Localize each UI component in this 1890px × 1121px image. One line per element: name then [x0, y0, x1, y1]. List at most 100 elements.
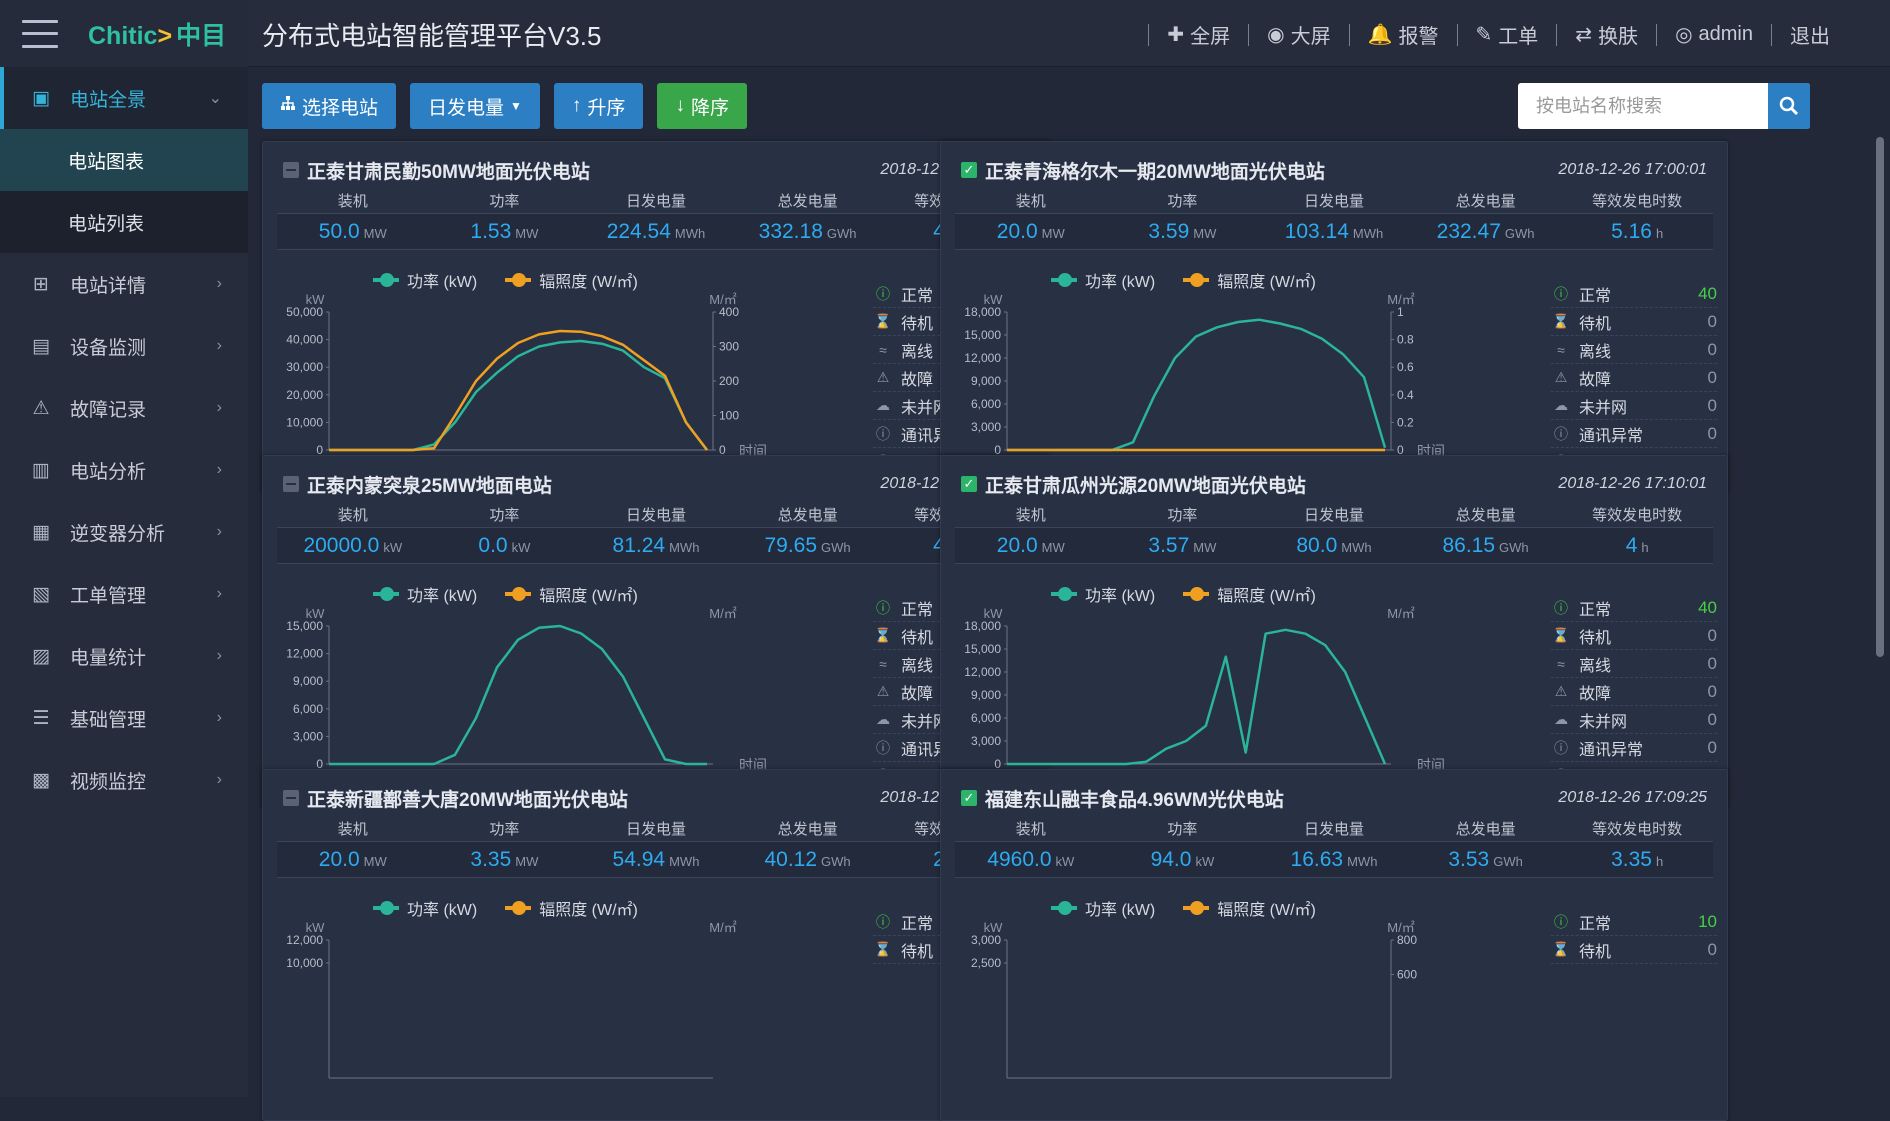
y2-tick-label: 200: [719, 374, 739, 388]
legend-irradiance[interactable]: 辐照度 (W/㎡): [505, 582, 638, 606]
search-input[interactable]: [1518, 83, 1768, 129]
status-row[interactable]: ⌛ 待机 0: [1551, 622, 1717, 650]
status-row[interactable]: ≈ 离线 0: [1551, 336, 1717, 364]
status-label: 未并网: [1579, 713, 1628, 731]
top-nav-swap[interactable]: ⇄ 换肤: [1575, 20, 1638, 49]
stat-unit: MWh: [669, 853, 700, 869]
checkbox-checked-icon[interactable]: ✓: [961, 476, 977, 492]
station-name[interactable]: 正泰青海格尔木一期20MW地面光伏电站: [985, 161, 1325, 183]
station-name[interactable]: 正泰甘肃瓜州光源20MW地面光伏电站: [985, 475, 1306, 497]
status-row[interactable]: ⓘ 正常 10: [1551, 908, 1717, 936]
hamburger-menu-icon[interactable]: [22, 19, 58, 48]
legend-irradiance[interactable]: 辐照度 (W/㎡): [505, 268, 638, 292]
status-row[interactable]: ⚠ 故障 0: [1551, 678, 1717, 706]
stat-value: 79.65: [764, 533, 818, 557]
status-row[interactable]: ⚠ 故障 0: [1551, 364, 1717, 392]
settings-list-icon: ☰: [32, 707, 50, 729]
legend-irradiance[interactable]: 辐照度 (W/㎡): [1183, 896, 1316, 920]
sidebar-item-4[interactable]: ▥ 电站分析 ›: [0, 439, 248, 501]
legend-irradiance[interactable]: 辐照度 (W/㎡): [505, 896, 638, 920]
sort-asc-button[interactable]: ↑ 升序: [553, 83, 644, 129]
nav-separator: [1348, 23, 1350, 46]
stat-unit: GWh: [1499, 539, 1529, 555]
stat-header: 装机: [337, 821, 368, 838]
legend-power[interactable]: 功率 (kW): [373, 268, 477, 292]
stat-value: 4960.0: [987, 847, 1052, 871]
sitemap-icon: [280, 95, 296, 117]
y-tick-label: 12,000: [964, 351, 1001, 365]
checkbox-unchecked-icon[interactable]: [283, 162, 299, 178]
station-name[interactable]: 正泰新疆鄯善大唐20MW地面光伏电站: [307, 789, 628, 811]
legend-power[interactable]: 功率 (kW): [373, 896, 477, 920]
stat-unit: MWh: [669, 539, 700, 555]
sidebar-item-1[interactable]: ⊞ 电站详情 ›: [0, 253, 248, 315]
stat-header: 装机: [1015, 821, 1046, 838]
sort-desc-button[interactable]: ↓ 降序: [657, 83, 747, 129]
select-station-button[interactable]: 选择电站: [262, 83, 397, 129]
stat-header: 日发电量: [625, 821, 686, 838]
checkbox-checked-icon[interactable]: ✓: [961, 162, 977, 178]
status-row[interactable]: ☁ 未并网 0: [1551, 392, 1717, 420]
y2-tick-label: 0: [719, 443, 726, 457]
legend-marker-power: [373, 587, 399, 601]
status-row[interactable]: ⓘ 通讯异常 0: [1551, 734, 1717, 762]
station-timestamp: 2018-12-26 17:00:01: [1558, 161, 1707, 178]
station-name[interactable]: 正泰内蒙突泉25MW地面电站: [307, 475, 552, 497]
station-name[interactable]: 福建东山融丰食品4.96WM光伏电站: [985, 789, 1284, 811]
status-row[interactable]: ≈ 离线 0: [1551, 650, 1717, 678]
checkbox-unchecked-icon[interactable]: [283, 790, 299, 806]
sidebar-item-5[interactable]: ▦ 逆变器分析 ›: [0, 501, 248, 563]
legend-label: 辐照度 (W/㎡): [1217, 902, 1316, 919]
sidebar-item-3[interactable]: ⚠ 故障记录 ›: [0, 377, 248, 439]
sidebar-item-6[interactable]: ▧ 工单管理 ›: [0, 563, 248, 625]
sidebar-subitem-label: 电站列表: [68, 213, 145, 235]
y2-tick-label: 100: [719, 409, 739, 423]
sidebar-item-label: 工单管理: [70, 585, 147, 607]
sidebar-item-label: 设备监测: [70, 337, 147, 359]
legend-power[interactable]: 功率 (kW): [1051, 896, 1155, 920]
legend-marker-irradiance: [505, 901, 532, 915]
search-button[interactable]: [1768, 83, 1810, 129]
status-icon: ⓘ: [876, 599, 890, 616]
legend-irradiance[interactable]: 辐照度 (W/㎡): [1183, 582, 1316, 606]
legend-power[interactable]: 功率 (kW): [1051, 582, 1155, 606]
legend-power[interactable]: 功率 (kW): [373, 582, 477, 606]
sidebar-subitem-1[interactable]: 电站列表: [0, 191, 248, 253]
sidebar-item-0[interactable]: ▣ 电站全景 ⌄: [0, 67, 248, 129]
status-row[interactable]: ⓘ 正常 40: [1551, 280, 1717, 308]
power-series-line: [329, 624, 707, 766]
top-nav-logout[interactable]: 退出: [1790, 20, 1830, 49]
status-label: 离线: [901, 343, 934, 361]
sidebar-item-2[interactable]: ▤ 设备监测 ›: [0, 315, 248, 377]
legend-irradiance[interactable]: 辐照度 (W/㎡): [1183, 268, 1316, 292]
top-nav-wrench[interactable]: ✎ 工单: [1476, 20, 1539, 49]
status-row[interactable]: ⓘ 正常 40: [1551, 594, 1717, 622]
status-row[interactable]: ⌛ 待机 0: [1551, 936, 1717, 964]
sidebar-subitem-0[interactable]: 电站图表: [0, 129, 248, 191]
stat-cell: 0.0 kW: [429, 534, 581, 558]
status-count: 0: [1707, 395, 1717, 415]
sidebar-item-8[interactable]: ☰ 基础管理 ›: [0, 687, 248, 749]
checkbox-checked-icon[interactable]: ✓: [961, 790, 977, 806]
sidebar-item-7[interactable]: ▨ 电量统计 ›: [0, 625, 248, 687]
status-row[interactable]: ☁ 未并网 0: [1551, 706, 1717, 734]
status-icon: ⚠: [876, 683, 890, 699]
station-name[interactable]: 正泰甘肃民勤50MW地面光伏电站: [307, 161, 590, 183]
status-row[interactable]: ⓘ 通讯异常 0: [1551, 420, 1717, 448]
top-nav-eye[interactable]: ◉ 大屏: [1267, 20, 1330, 49]
legend-power[interactable]: 功率 (kW): [1051, 268, 1155, 292]
daily-energy-dropdown[interactable]: 日发电量 ▼: [410, 83, 540, 129]
top-nav-plus[interactable]: ✚ 全屏: [1167, 20, 1230, 49]
top-nav-bell[interactable]: 🔔 报警: [1368, 20, 1439, 49]
stat-unit: MW: [515, 853, 539, 869]
checkbox-unchecked-icon[interactable]: [283, 476, 299, 492]
legend-marker-irradiance: [505, 273, 532, 287]
sidebar-item-9[interactable]: ▩ 视频监控 ›: [0, 749, 248, 811]
device-status-list: ⓘ 正常 10 ⌛ 待机 0: [1551, 908, 1717, 964]
status-row[interactable]: ⌛ 待机 0: [1551, 308, 1717, 336]
scrollbar[interactable]: [1876, 137, 1884, 657]
video-doc-icon: ▩: [32, 769, 50, 791]
top-nav-user[interactable]: ◎ admin: [1675, 22, 1753, 47]
